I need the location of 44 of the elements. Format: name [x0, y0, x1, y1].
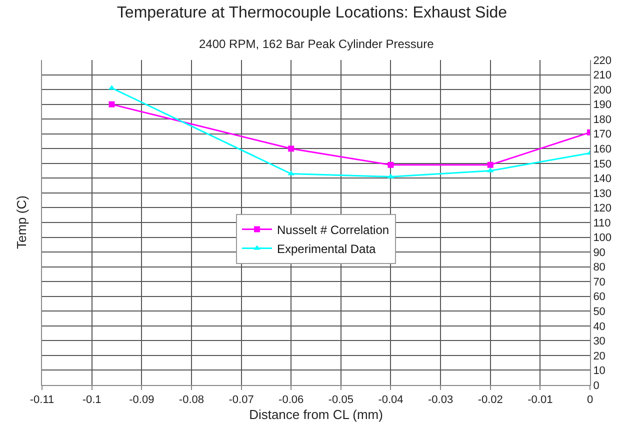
y-tick-label: 70 [593, 276, 606, 288]
y-tick-label: 80 [593, 262, 606, 274]
x-axis-title: Distance from CL (mm) [249, 406, 383, 422]
y-tick-label: 60 [593, 291, 606, 304]
x-tick-label: -0.03 [428, 394, 454, 406]
y-tick-label: 140 [593, 173, 612, 186]
y-tick-label: 180 [593, 114, 612, 126]
y-tick-label: 210 [593, 70, 612, 82]
point [108, 101, 115, 108]
y-tick-label: 130 [593, 188, 612, 200]
y-tick-label: 160 [593, 143, 612, 156]
y-tick-label: 200 [593, 84, 612, 96]
legend-label: Experimental Data [277, 242, 376, 256]
point [388, 162, 394, 168]
point [487, 162, 494, 168]
y-tick-label: 170 [593, 128, 612, 141]
x-tick-label: -0.09 [129, 394, 154, 406]
chart-title: Temperature at Thermocouple Locations: Exhaust Side [116, 4, 508, 22]
chart-subtitle: 2400 RPM, 162 Bar Peak Cylinder Pressure [199, 37, 434, 51]
legend-label: Nusselt # Correlation [277, 222, 390, 237]
y-tick-label: 20 [593, 350, 606, 362]
y-tick-label: 40 [593, 320, 606, 333]
x-tick-label: -0.11 [30, 394, 54, 406]
y-tick-label: 220 [593, 54, 612, 67]
y-tick-label: 90 [593, 246, 606, 259]
y-axis-title: Temp (C) [14, 196, 30, 250]
y-tick-label: 30 [593, 336, 606, 348]
y-tick-label: 100 [593, 232, 612, 244]
y-tick-label: 10 [593, 365, 606, 378]
x-tick-label: -0.01 [528, 394, 553, 406]
x-tick-label: -0.1 [82, 394, 102, 406]
y-tick-label: 0 [593, 380, 600, 392]
y-tick-label: 50 [593, 306, 606, 318]
y-tick-label: 190 [593, 99, 612, 112]
point [288, 146, 294, 152]
y-tick-label: 110 [593, 217, 611, 230]
x-tick-label: -0.08 [178, 394, 204, 406]
x-tick-label: -0.02 [478, 394, 503, 406]
y-tick-label: 120 [593, 202, 612, 215]
x-tick-label: -0.06 [278, 394, 304, 406]
x-tick-label: -0.05 [328, 394, 354, 406]
x-tick-label: -0.07 [228, 394, 254, 406]
x-tick-label: -0.04 [378, 394, 404, 406]
y-tick-label: 150 [593, 158, 612, 170]
